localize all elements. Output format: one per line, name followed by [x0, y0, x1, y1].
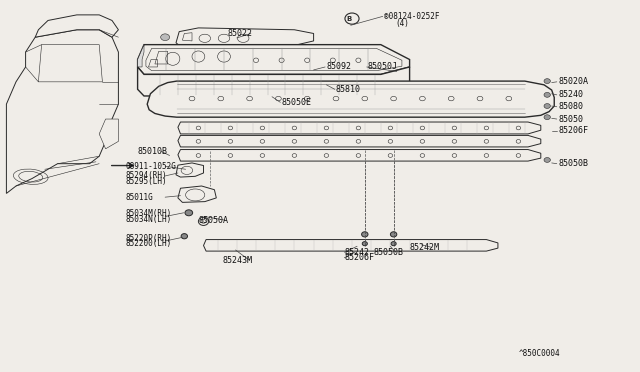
Text: B: B	[346, 16, 351, 22]
Text: ®08124-0252F: ®08124-0252F	[384, 12, 440, 21]
Text: 85294(RH): 85294(RH)	[125, 171, 167, 180]
Text: 85010B: 85010B	[138, 147, 168, 156]
Text: 85080: 85080	[558, 102, 583, 111]
Polygon shape	[138, 45, 144, 67]
Text: 85220P(RH): 85220P(RH)	[125, 234, 172, 243]
Text: 85243M: 85243M	[223, 256, 253, 265]
Text: 85050: 85050	[558, 115, 583, 124]
Text: 85050E: 85050E	[282, 98, 312, 107]
Ellipse shape	[185, 210, 193, 216]
Ellipse shape	[390, 232, 397, 237]
Ellipse shape	[362, 242, 367, 246]
Text: 85092: 85092	[326, 62, 351, 71]
Ellipse shape	[544, 158, 550, 162]
Text: 85242M: 85242M	[410, 243, 440, 252]
Polygon shape	[38, 45, 102, 82]
Polygon shape	[147, 81, 554, 117]
Text: 852200(LH): 852200(LH)	[125, 239, 172, 248]
Text: 85034N(LH): 85034N(LH)	[125, 215, 172, 224]
Polygon shape	[138, 45, 410, 74]
Polygon shape	[138, 67, 410, 96]
Text: 85810: 85810	[336, 85, 361, 94]
Text: 85240: 85240	[558, 90, 583, 99]
Ellipse shape	[544, 78, 550, 83]
Ellipse shape	[161, 34, 170, 41]
Text: 85050B: 85050B	[374, 248, 404, 257]
Ellipse shape	[544, 92, 550, 97]
Polygon shape	[178, 150, 541, 161]
Polygon shape	[35, 15, 118, 37]
Text: 85206F: 85206F	[344, 253, 374, 262]
Text: 85050A: 85050A	[198, 216, 228, 225]
Polygon shape	[176, 163, 204, 177]
Text: (4): (4)	[396, 19, 410, 28]
Ellipse shape	[362, 232, 368, 237]
Text: 85011G: 85011G	[125, 193, 153, 202]
Ellipse shape	[391, 242, 396, 246]
Ellipse shape	[544, 115, 550, 119]
Polygon shape	[204, 240, 498, 251]
Polygon shape	[178, 135, 541, 147]
Text: 85020A: 85020A	[558, 77, 588, 86]
Text: 08911-1052G: 08911-1052G	[125, 162, 176, 171]
Text: 85050B: 85050B	[558, 159, 588, 168]
Polygon shape	[6, 30, 118, 193]
Polygon shape	[178, 122, 541, 134]
Ellipse shape	[181, 234, 188, 239]
Text: 85022: 85022	[227, 29, 252, 38]
Text: 85242: 85242	[344, 248, 369, 257]
Text: 85050J: 85050J	[368, 62, 398, 71]
Text: ^850C0004: ^850C0004	[518, 349, 560, 358]
Ellipse shape	[544, 104, 550, 109]
Text: 85034M(RH): 85034M(RH)	[125, 209, 172, 218]
Polygon shape	[99, 119, 118, 149]
Text: 85206F: 85206F	[558, 126, 588, 135]
Polygon shape	[176, 28, 314, 46]
Polygon shape	[178, 186, 216, 202]
Polygon shape	[182, 33, 192, 41]
Text: 85295(LH): 85295(LH)	[125, 177, 167, 186]
